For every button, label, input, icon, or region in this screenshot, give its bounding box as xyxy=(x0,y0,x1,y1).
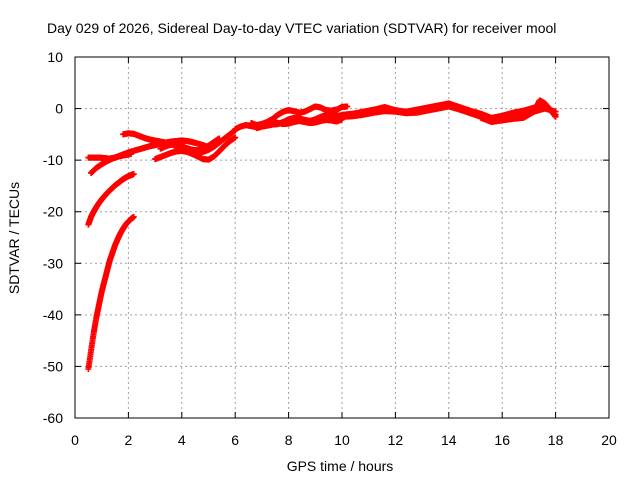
y-tick-label: -10 xyxy=(43,152,63,168)
y-tick-label: -50 xyxy=(43,358,63,374)
series-s10 xyxy=(232,116,345,133)
y-tick-label: 0 xyxy=(55,101,63,117)
series-s4 xyxy=(85,150,135,162)
x-axis-ticks: 0 2 4 6 8 10 12 14 16 18 20 xyxy=(71,57,617,448)
x-tick-label: 4 xyxy=(178,432,186,448)
x-tick-label: 0 xyxy=(71,432,79,448)
x-tick-label: 20 xyxy=(601,432,617,448)
data-point-marker xyxy=(216,135,223,142)
data-points xyxy=(85,97,559,373)
y-axis-label: SDTVAR / TECUs xyxy=(6,182,22,294)
x-tick-label: 6 xyxy=(231,432,239,448)
series-s7 xyxy=(157,135,223,154)
x-axis-label: GPS time / hours xyxy=(287,458,394,474)
x-tick-label: 18 xyxy=(548,432,564,448)
x-tick-label: 16 xyxy=(494,432,510,448)
data-point-marker xyxy=(128,150,135,157)
series-s2 xyxy=(85,171,137,228)
x-tick-label: 2 xyxy=(125,432,133,448)
data-point-marker xyxy=(552,113,559,120)
chart-title: Day 029 of 2026, Sidereal Day-to-day VTE… xyxy=(47,20,556,36)
x-tick-label: 10 xyxy=(334,432,350,448)
y-tick-label: -40 xyxy=(43,307,63,323)
y-tick-label: -20 xyxy=(43,204,63,220)
data-point-marker xyxy=(130,171,137,178)
x-tick-label: 12 xyxy=(388,432,404,448)
data-point-marker xyxy=(130,213,137,220)
data-point-marker xyxy=(344,103,351,110)
series-s1 xyxy=(85,213,137,373)
x-tick-label: 8 xyxy=(285,432,293,448)
y-tick-label: -30 xyxy=(43,255,63,271)
y-axis-ticks: 10 0 -10 -20 -30 -40 -50 -60 xyxy=(43,49,609,426)
x-tick-label: 14 xyxy=(441,432,457,448)
series-s13 xyxy=(477,97,559,125)
y-tick-label: -60 xyxy=(43,410,63,426)
data-point-marker xyxy=(232,134,239,141)
y-tick-label: 10 xyxy=(47,49,63,65)
